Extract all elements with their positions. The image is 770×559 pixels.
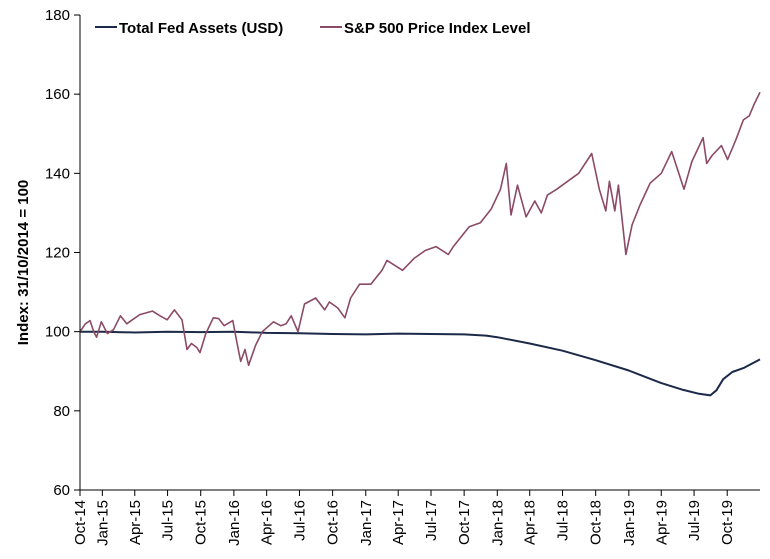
y-tick-label: 60	[53, 482, 70, 499]
y-tick-label: 80	[53, 403, 70, 420]
x-tick-label: Jan-15	[94, 500, 111, 546]
series-line-0	[80, 330, 761, 397]
y-axis-ticks: 60 80 100 120 140 160 180	[45, 7, 80, 499]
x-tick-label: Apr-18	[522, 500, 539, 545]
x-tick-label: Oct-19	[719, 500, 736, 545]
x-axis-ticks: Oct-14 Jan-15 Apr-15 Jul-15 Oct-15 Jan-16 Apr-…	[72, 490, 736, 546]
x-tick-label: Jan-18	[489, 500, 506, 546]
legend-label: Total Fed Assets (USD)	[119, 20, 283, 37]
series-line-1	[79, 91, 761, 367]
y-tick-label: 160	[45, 86, 70, 103]
x-tick-label: Jul-18	[555, 500, 572, 541]
x-tick-label: Jul-16	[291, 500, 308, 541]
x-tick-label: Apr-17	[390, 500, 407, 545]
x-tick-label: Apr-16	[259, 500, 276, 545]
x-tick-label: Oct-16	[325, 500, 342, 545]
x-tick-label: Jan-16	[226, 500, 243, 546]
x-tick-label: Oct-15	[193, 500, 210, 545]
x-tick-label: Apr-19	[653, 500, 670, 545]
x-tick-label: Oct-17	[456, 500, 473, 545]
x-tick-label: Jul-19	[686, 500, 703, 541]
legend: Total Fed Assets (USD) S&P 500 Price Inde…	[95, 20, 531, 37]
x-tick-label: Jul-15	[160, 500, 177, 541]
x-tick-label: Apr-15	[127, 500, 144, 545]
x-tick-label: Jan-17	[358, 500, 375, 546]
x-tick-label: Jul-17	[423, 500, 440, 541]
y-tick-label: 140	[45, 165, 70, 182]
y-tick-label: 180	[45, 7, 70, 24]
series-layer	[79, 91, 761, 397]
x-tick-label: Oct-18	[588, 500, 605, 545]
x-tick-label: Jan-19	[621, 500, 638, 546]
y-axis-title: Index: 31/10/2014 = 100	[15, 180, 32, 346]
y-tick-label: 100	[45, 324, 70, 341]
legend-label: S&P 500 Price Index Level	[344, 20, 531, 37]
y-tick-label: 120	[45, 245, 70, 262]
x-tick-label: Oct-14	[72, 500, 89, 545]
